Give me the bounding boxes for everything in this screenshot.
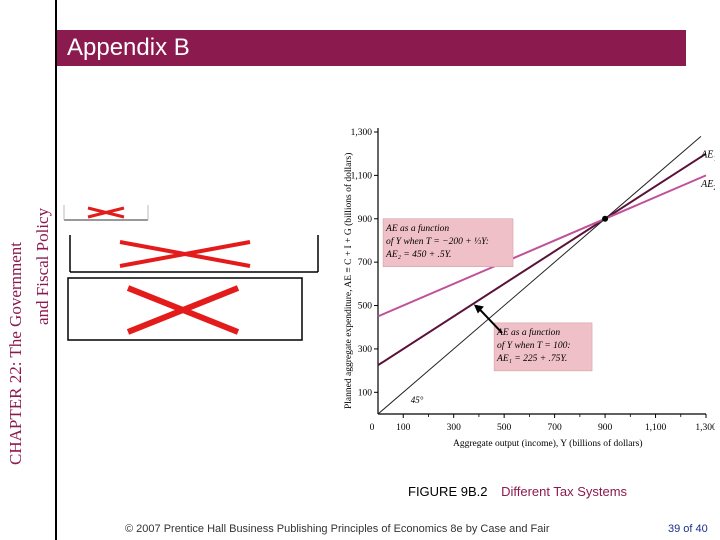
annotation-text: AE₂ = 450 + .5Y.: [385, 250, 452, 260]
annotation-box-1: [493, 322, 593, 372]
figure-caption: FIGURE 9B.2 Different Tax Systems: [408, 484, 627, 499]
figure-title: Different Tax Systems: [501, 484, 628, 499]
page-number: 39 of 40: [668, 523, 708, 535]
x-tick-label: 500: [497, 423, 512, 433]
y-tick-label: 900: [358, 215, 373, 225]
series-line-2: [377, 135, 702, 415]
series-line-0: [377, 152, 707, 367]
x-tick-label: 300: [447, 423, 462, 433]
y-tick-label: 100: [358, 388, 373, 398]
annotation-text: of Y when T = 100:: [497, 340, 571, 351]
annotation-text: AE₁ = 225 + .75Y.: [496, 354, 567, 364]
vertical-divider: [55, 0, 57, 540]
y-tick-label: 500: [358, 302, 373, 312]
y-axis-label: Planned aggregate expenditure, AE ≡ C + …: [343, 153, 354, 409]
annotation-text: AE as a function: [385, 223, 449, 234]
title-bar: Appendix B: [57, 30, 686, 66]
x-tick-label: 100: [396, 423, 411, 433]
x-tick-label: 1,300: [695, 423, 715, 433]
annotation-arrow: [477, 306, 503, 334]
angle-label: 45°: [411, 395, 424, 405]
series-line-1: [377, 174, 707, 318]
y-tick-label: 1,300: [351, 128, 373, 138]
thumbnail-medium: [69, 235, 319, 273]
footer-credit: © 2007 Prentice Hall Business Publishing…: [125, 523, 550, 535]
x-tick-label: 900: [598, 423, 613, 433]
chart: AE1AE245° 1003005007009001,1001,30010030…: [335, 120, 717, 460]
annotation-box-0: [382, 218, 514, 268]
section-title: Appendix B: [67, 34, 190, 61]
x-tick-label: 700: [547, 423, 562, 433]
chapter-heading: CHAPTER 22: The Government and Fiscal Po…: [0, 0, 54, 470]
chapter-line-2: and Fiscal Policy: [33, 207, 52, 325]
origin-label: 0: [370, 423, 375, 433]
equilibrium-point: [602, 215, 609, 222]
chapter-line-1: CHAPTER 22: The Government: [6, 242, 25, 465]
annotation-text: of Y when T = −200 + ⅓Y:: [386, 236, 489, 247]
y-tick-label: 300: [358, 345, 373, 355]
y-tick-label: 700: [358, 258, 373, 268]
annotation-text: AE as a function: [496, 327, 560, 338]
thumbnail-small: [63, 205, 149, 221]
x-tick-label: 1,100: [645, 423, 667, 433]
figure-number: FIGURE 9B.2: [408, 484, 488, 499]
crossed-out-thumbnails: [60, 200, 320, 350]
thumbnail-large: [67, 277, 303, 341]
y-tick-label: 1,100: [351, 171, 373, 181]
x-axis-label: Aggregate output (income), Y (billions o…: [453, 438, 643, 449]
arrow-head: [473, 304, 484, 314]
